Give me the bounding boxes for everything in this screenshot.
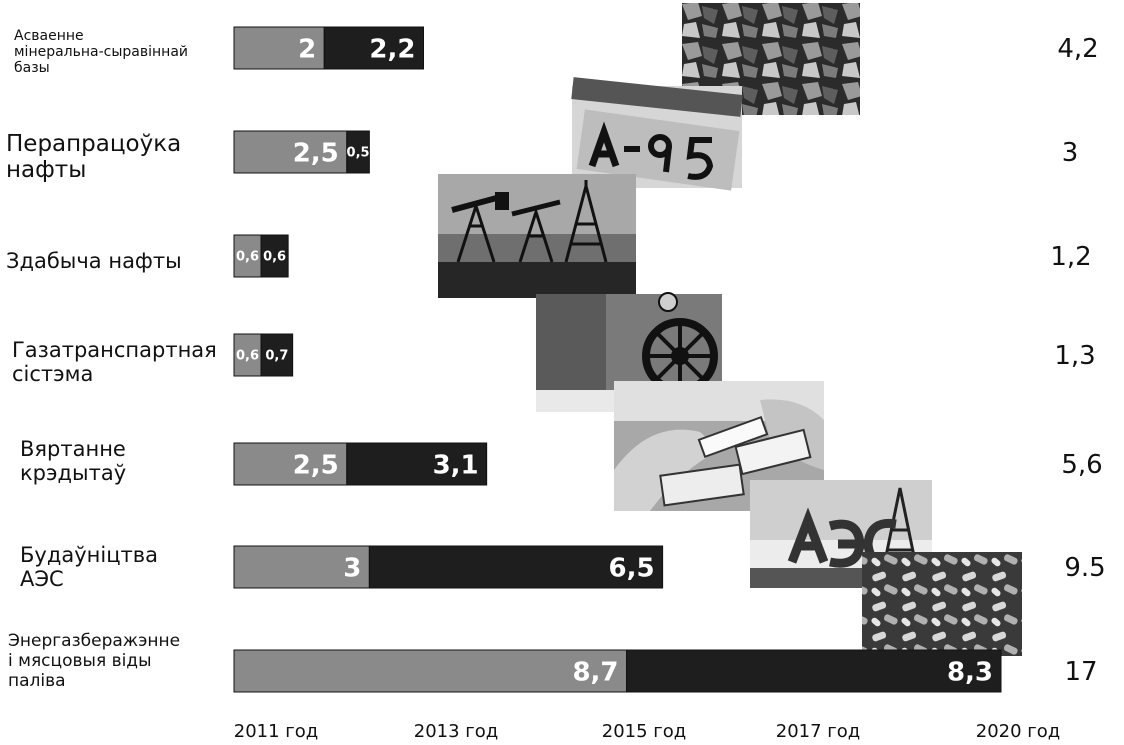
data-label: 8,3 bbox=[947, 657, 993, 687]
a95-fuel-photo bbox=[571, 77, 743, 191]
total-values: 4,2 3 1,2 1,3 5,6 9.5 17 bbox=[1050, 34, 1105, 687]
data-label: 2 bbox=[298, 34, 316, 64]
data-label: 0,6 bbox=[236, 250, 259, 265]
total-label: 5,6 bbox=[1061, 450, 1102, 480]
bar-segment-2011-2015 bbox=[233, 545, 370, 589]
stacked-bars: 2 2,2 2,5 0,5 0,6 0,6 0,6 0,7 2,5 3,1 3 6,5 8,7 8,3 bbox=[233, 26, 1002, 693]
bar-segment-2011-2015 bbox=[233, 649, 628, 693]
data-label: 2,5 bbox=[293, 138, 339, 168]
category-label: Перапрацоўка нафты bbox=[6, 131, 181, 183]
money-photo bbox=[614, 381, 824, 511]
data-label: 0,7 bbox=[265, 349, 288, 364]
data-label: 3 bbox=[343, 553, 361, 583]
category-label: Энергазберажэнне і мясцовыя віды паліва bbox=[8, 631, 180, 691]
total-label: 1,3 bbox=[1054, 341, 1095, 371]
data-label: 0,5 bbox=[347, 146, 370, 161]
wood-pellets-photo bbox=[862, 552, 1022, 656]
data-label: 0,6 bbox=[263, 250, 286, 265]
category-labels: Асваенне мінеральна-сыравіннай базы Перапра… bbox=[6, 28, 217, 691]
total-label: 17 bbox=[1064, 657, 1097, 687]
bar-segment-2016-2020 bbox=[260, 333, 294, 377]
bar-segment-2016-2020 bbox=[323, 26, 424, 70]
x-axis-ticks: 2011 год 2013 год 2015 год 2017 год 2020 год bbox=[234, 721, 1060, 742]
x-tick-label: 2017 год bbox=[776, 721, 860, 742]
x-tick-label: 2013 год bbox=[414, 721, 498, 742]
total-label: 3 bbox=[1062, 138, 1079, 168]
total-label: 9.5 bbox=[1064, 553, 1105, 583]
category-label: Здабыча нафты bbox=[6, 249, 182, 273]
oil-pump-photo bbox=[438, 174, 636, 298]
bar-segment-2011-2015 bbox=[233, 26, 325, 70]
total-label: 4,2 bbox=[1057, 34, 1098, 64]
bar-segment-2011-2015 bbox=[233, 234, 262, 278]
data-label: 8,7 bbox=[572, 657, 618, 687]
x-tick-label: 2011 год bbox=[234, 721, 318, 742]
category-label: Газатранспартная сістэма bbox=[12, 338, 217, 386]
data-label: 0,6 bbox=[236, 349, 259, 364]
bar-segment-2016-2020 bbox=[626, 649, 1002, 693]
data-label: 2,5 bbox=[293, 450, 339, 480]
data-label: 2,2 bbox=[369, 34, 415, 64]
bar-segment-2016-2020 bbox=[260, 234, 289, 278]
category-label: Будаўніцтва АЭС bbox=[20, 543, 158, 591]
data-label: 3,1 bbox=[433, 450, 479, 480]
photo-collage bbox=[438, 3, 1022, 656]
bar-segment-2016-2020 bbox=[346, 442, 488, 486]
category-label: Вяртанне крэдытаў bbox=[20, 437, 126, 485]
x-tick-label: 2015 год bbox=[602, 721, 686, 742]
bar-segment-2016-2020 bbox=[368, 545, 664, 589]
bar-segment-2011-2015 bbox=[233, 130, 348, 174]
x-tick-label: 2020 год bbox=[976, 721, 1060, 742]
total-label: 1,2 bbox=[1050, 242, 1091, 272]
data-label: 6,5 bbox=[609, 553, 655, 583]
bar-segment-2011-2015 bbox=[233, 333, 262, 377]
category-label: Асваенне мінеральна-сыравіннай базы bbox=[14, 28, 188, 76]
bar-segment-2016-2020 bbox=[346, 130, 370, 174]
